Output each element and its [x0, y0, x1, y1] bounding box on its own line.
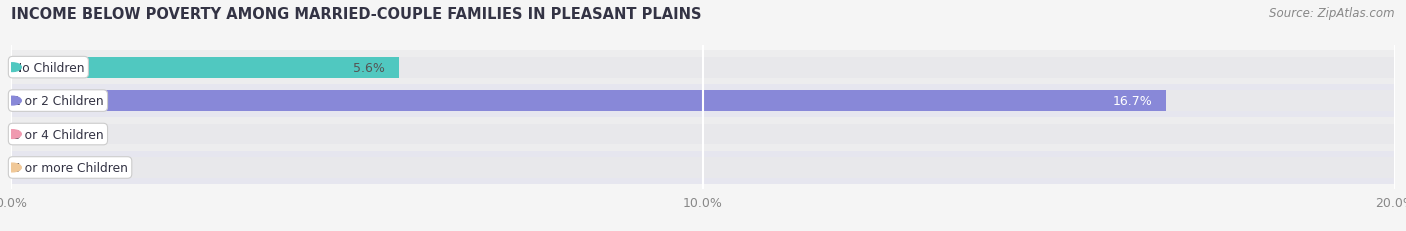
Text: 5.6%: 5.6%: [353, 61, 385, 74]
Text: No Children: No Children: [13, 61, 84, 74]
Circle shape: [3, 97, 21, 106]
Bar: [11, 118, 1395, 151]
Bar: [11, 51, 1395, 85]
Text: Source: ZipAtlas.com: Source: ZipAtlas.com: [1270, 7, 1395, 20]
Bar: [11, 85, 1395, 118]
Text: 0.0%: 0.0%: [28, 128, 60, 141]
Circle shape: [3, 164, 21, 172]
Bar: [11, 58, 399, 78]
Bar: [11, 58, 1395, 78]
Circle shape: [3, 64, 21, 72]
Circle shape: [3, 130, 21, 139]
Bar: [11, 151, 1395, 184]
Text: 3 or 4 Children: 3 or 4 Children: [13, 128, 103, 141]
Text: 5 or more Children: 5 or more Children: [13, 161, 128, 174]
Text: INCOME BELOW POVERTY AMONG MARRIED-COUPLE FAMILIES IN PLEASANT PLAINS: INCOME BELOW POVERTY AMONG MARRIED-COUPL…: [11, 7, 702, 22]
Text: 1 or 2 Children: 1 or 2 Children: [13, 95, 103, 108]
Text: 0.0%: 0.0%: [28, 161, 60, 174]
Bar: [11, 91, 1395, 112]
Bar: [11, 124, 1395, 145]
Text: 16.7%: 16.7%: [1114, 95, 1153, 108]
Bar: [11, 158, 1395, 178]
Bar: [11, 91, 1167, 112]
